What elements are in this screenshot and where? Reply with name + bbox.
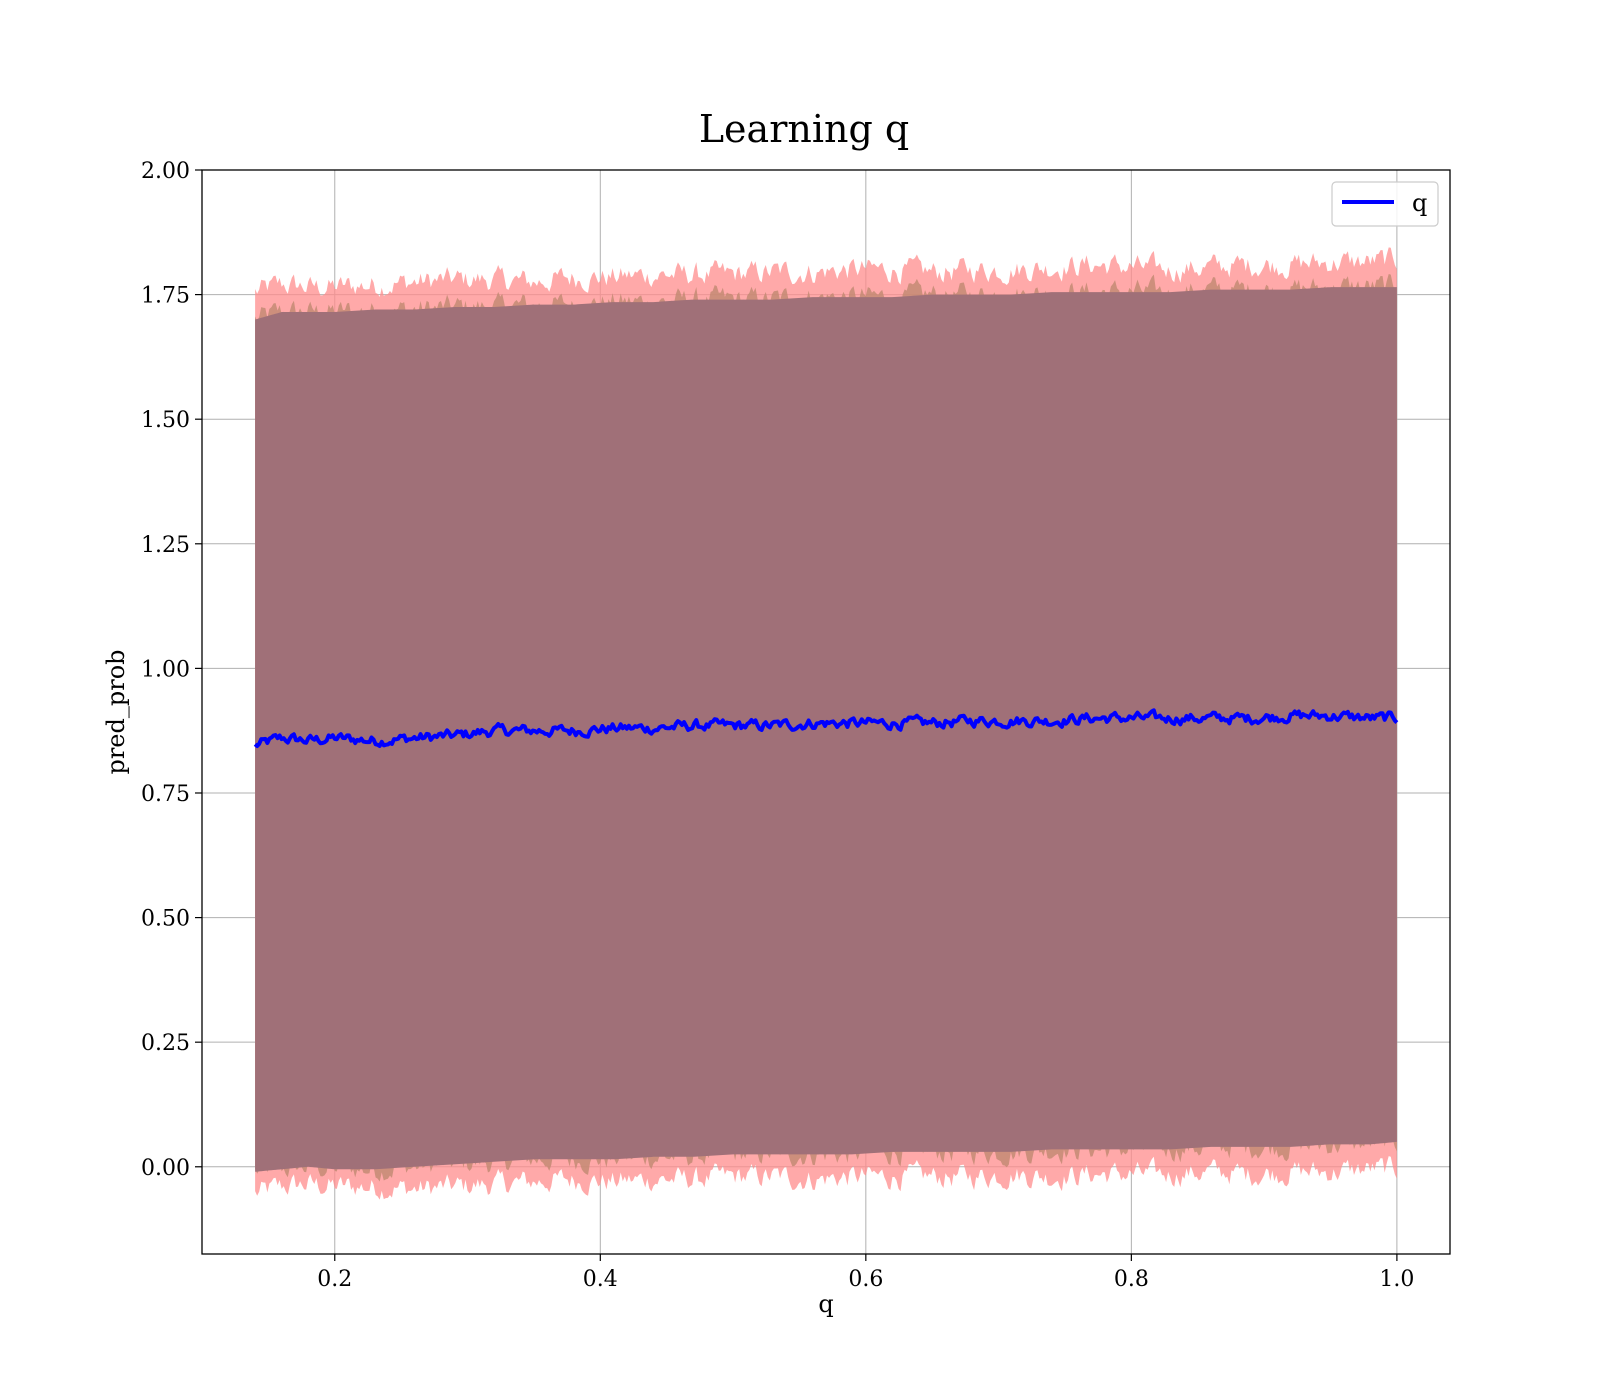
y-tick-label: 0.75 [141, 782, 190, 807]
y-axis-label: pred_prob [102, 649, 130, 774]
plot-frame [201, 169, 1451, 1255]
x-ticks: 0.2 0.4 0.6 0.8 1.0 [317, 1254, 1414, 1292]
y-tick-label: 0.25 [141, 1031, 190, 1056]
series-line-q [253, 708, 1399, 749]
y-tick-label: 2.00 [141, 159, 190, 184]
y-ticks: 0.00 0.25 0.50 0.75 1.00 1.25 1.50 1.75 2.00 [141, 159, 202, 1181]
y-tick-label: 1.50 [141, 408, 190, 433]
y-tick-label: 0.50 [141, 907, 190, 932]
x-tick-label: 0.4 [583, 1267, 618, 1292]
legend-label-q: q [1412, 189, 1427, 217]
x-tick-label: 1.0 [1379, 1267, 1414, 1292]
y-tick-label: 1.75 [141, 284, 190, 309]
confidence-bands [255, 247, 1397, 1200]
y-tick-label: 1.25 [141, 533, 190, 558]
band-inner [255, 287, 1397, 1172]
x-tick-label: 0.2 [317, 1267, 352, 1292]
x-tick-label: 0.8 [1114, 1267, 1149, 1292]
x-tick-label: 0.6 [848, 1267, 883, 1292]
series-lines [253, 708, 1399, 749]
y-tick-label: 0.00 [141, 1156, 190, 1181]
y-tick-label: 1.00 [141, 657, 190, 682]
legend: q [1331, 181, 1439, 227]
chart-title: Learning q [699, 107, 909, 151]
x-axis-label: q [818, 1290, 833, 1318]
